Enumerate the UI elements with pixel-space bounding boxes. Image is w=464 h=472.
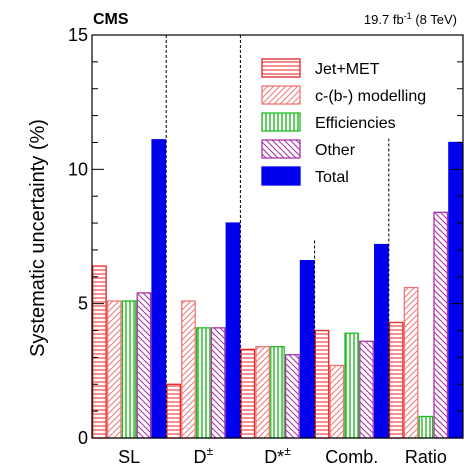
category-label-d: D± [194, 444, 214, 467]
y-tick-label: 10 [68, 159, 88, 179]
bar-total-d [225, 222, 241, 439]
bar-jet-met-comb [314, 329, 330, 439]
legend-label-total: Total [315, 169, 349, 186]
bar-other-sl [136, 292, 152, 439]
y-axis-title: Systematic uncertainty (%) [27, 119, 49, 357]
legend-swatch-jet-met [261, 58, 301, 78]
legend-swatch-other [261, 139, 301, 159]
bar-other-comb [359, 340, 374, 439]
bar-c-b-modelling-d [255, 346, 271, 439]
bar-other-ratio [433, 211, 449, 439]
bar-c-b-modelling-comb [329, 364, 345, 439]
bar-efficiencies-comb [344, 332, 360, 439]
bar-c-b-modelling-sl [106, 300, 122, 439]
y-tick-label: 0 [78, 428, 88, 448]
bar-jet-met-d [240, 348, 256, 439]
bar-other-d [210, 327, 226, 439]
plot-frame [91, 34, 464, 439]
bar-total-comb [374, 243, 389, 439]
legend-swatch-total [261, 166, 301, 186]
bar-total-sl [151, 139, 167, 439]
legend-swatch-c-b-modelling [261, 85, 301, 105]
category-label-d: D*± [264, 444, 291, 467]
bar-jet-met-ratio [388, 321, 404, 439]
bar-c-b-modelling-d [181, 300, 196, 439]
legend-label-efficiencies: Efficiencies [315, 115, 396, 132]
y-tick-label: 5 [78, 294, 88, 314]
bar-total-d [299, 260, 315, 439]
bar-c-b-modelling-ratio [403, 286, 419, 439]
bar-efficiencies-d [195, 327, 211, 439]
experiment-label: CMS [93, 11, 129, 28]
bar-other-d [284, 354, 300, 439]
bar-efficiencies-sl [121, 300, 137, 439]
legend-label-other: Other [315, 142, 356, 159]
bars-layer [92, 139, 463, 439]
separators-layer [165, 35, 390, 438]
bar-jet-met-d [166, 383, 181, 439]
axes-layer: 0 5 10 15 SL D± D*± Comb. Ratio [68, 25, 464, 467]
y-tick-label: 15 [68, 25, 88, 45]
bar-jet-met-sl [92, 265, 107, 439]
bar-efficiencies-ratio [418, 415, 434, 439]
bar-efficiencies-d [270, 346, 285, 439]
legend-swatch-efficiencies [261, 112, 301, 132]
category-label-comb: Comb. [325, 447, 378, 467]
category-label-ratio: Ratio [405, 447, 447, 467]
legend-label-jet-met: Jet+MET [315, 61, 380, 78]
luminosity-label: 19.7 fb-1 (8 TeV) [364, 11, 457, 27]
legend: Jet+MET c-(b-) modelling Efficiencies Other… [261, 58, 426, 186]
legend-label-c-b-modelling: c-(b-) modelling [315, 88, 426, 105]
bar-total-ratio [448, 141, 463, 439]
category-label-sl: SL [118, 447, 140, 467]
